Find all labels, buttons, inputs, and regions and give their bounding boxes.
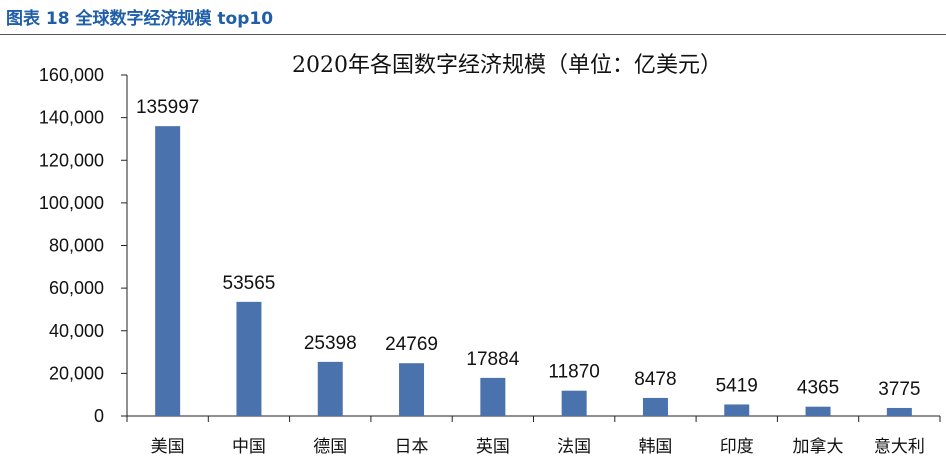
data-label: 17884	[466, 349, 519, 370]
x-tick-label: 加拿大	[793, 436, 844, 457]
bar	[317, 361, 343, 416]
bar	[155, 126, 181, 416]
bar	[886, 407, 912, 416]
bar	[480, 377, 506, 416]
chart-title: 2020年各国数字经济规模（单位：亿美元）	[292, 53, 722, 78]
bar	[724, 404, 750, 416]
x-axis	[126, 415, 941, 422]
x-tick-label: 美国	[151, 437, 185, 457]
x-tick-label: 德国	[313, 437, 347, 457]
bar	[561, 390, 587, 416]
x-tick-label: 中国	[232, 437, 266, 457]
data-label: 3775	[878, 379, 920, 400]
x-tick-label: 韩国	[638, 437, 672, 457]
y-tick-label: 160,000	[39, 65, 104, 85]
data-labels: 135997 53565 25398 24769 17884 11870 8478 5419 4…	[136, 97, 921, 400]
bar	[642, 397, 668, 416]
data-label: 24769	[385, 334, 438, 355]
y-axis: 0 20,000 40,000 60,000 80,000 100,000 120,000 1…	[39, 65, 128, 426]
y-tick-label: 100,000	[39, 193, 104, 213]
y-tick-label: 80,000	[49, 236, 104, 256]
data-label: 25398	[304, 333, 357, 354]
bar	[399, 363, 425, 416]
y-tick-label: 20,000	[49, 363, 104, 383]
y-tick-label: 140,000	[39, 108, 104, 128]
data-label: 11870	[548, 362, 599, 383]
bar-series	[155, 126, 912, 416]
y-tick-label: 120,000	[39, 150, 104, 170]
x-tick-label: 意大利	[874, 437, 925, 457]
figure-caption: 图表 18 全球数字经济规模 top10	[6, 9, 274, 29]
data-label: 135997	[136, 97, 199, 118]
bar	[805, 406, 831, 416]
data-label: 5419	[716, 375, 758, 396]
data-label: 4365	[797, 378, 839, 399]
x-tick-label: 印度	[720, 437, 754, 457]
x-tick-label: 英国	[476, 437, 510, 457]
y-tick-label: 40,000	[49, 321, 104, 341]
bar	[236, 301, 262, 416]
y-tick-label: 60,000	[49, 278, 104, 298]
x-tick-labels: 美国 中国 德国 日本 英国 法国 韩国 印度 加拿大 意大利	[151, 436, 925, 457]
y-tick-label: 0	[94, 406, 104, 426]
x-tick-label: 法国	[557, 437, 591, 457]
data-label: 53565	[223, 273, 276, 294]
x-tick-label: 日本	[395, 437, 429, 457]
caption-divider	[0, 34, 946, 35]
data-label: 8478	[634, 369, 676, 390]
